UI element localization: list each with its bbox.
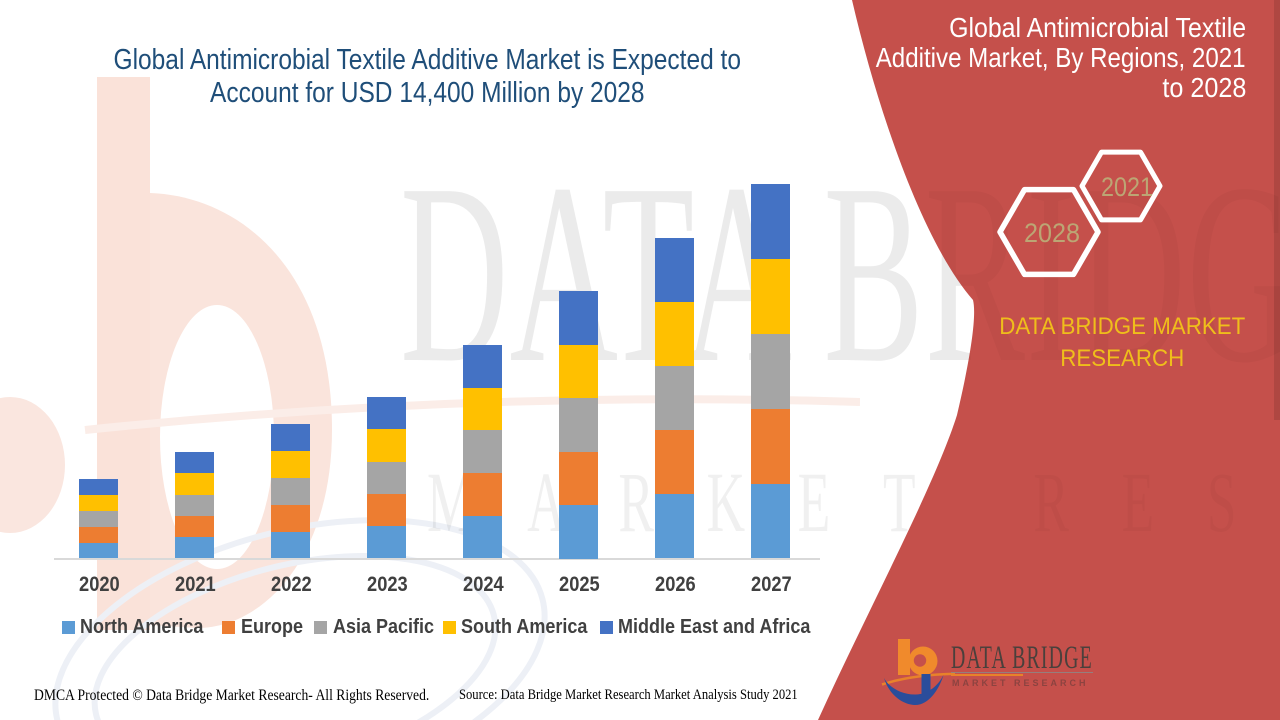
svg-text:2028: 2028 (1024, 218, 1080, 248)
svg-text:2021: 2021 (1101, 172, 1153, 202)
